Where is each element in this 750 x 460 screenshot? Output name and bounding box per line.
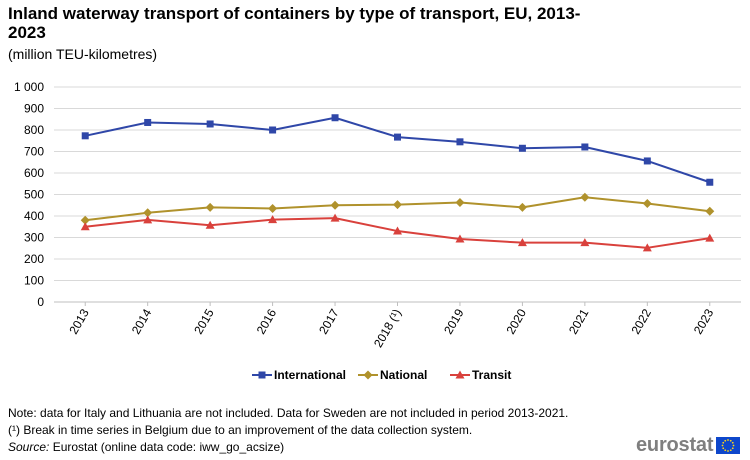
x-tick-label: 2014 (129, 306, 155, 336)
flag-star (721, 444, 724, 447)
data-point-transit (580, 238, 590, 247)
y-tick-label: 100 (24, 274, 44, 288)
flag-star (730, 439, 732, 442)
flag-star (722, 441, 725, 444)
x-tick-label: 2018 (¹) (371, 307, 404, 350)
y-tick-label: 700 (24, 145, 44, 159)
y-tick-label: 500 (24, 188, 44, 202)
x-tick-label: 2021 (566, 306, 592, 336)
data-point-national (642, 199, 652, 209)
legend-marker-national (363, 370, 373, 380)
y-axis-ticks: 0 100 200 300 400 500 600 700 800 900 1 000 (14, 80, 44, 309)
y-tick-label: 0 (37, 295, 44, 309)
data-point-international (144, 118, 152, 126)
y-tick-label: 300 (24, 231, 44, 245)
data-point-transit (705, 233, 715, 242)
x-tick-label: 2020 (504, 306, 530, 336)
legend-label-national: National (380, 368, 427, 382)
source-line: Source: Eurostat (online data code: iww_… (8, 439, 568, 456)
data-point-international (269, 126, 277, 134)
flag-star (724, 449, 727, 452)
x-tick-label: 2019 (441, 306, 467, 336)
y-tick-label: 800 (24, 123, 44, 137)
data-point-international (581, 143, 589, 151)
x-tick-label: 2022 (628, 306, 654, 336)
x-tick-label: 2016 (254, 306, 280, 336)
y-tick-label: 400 (24, 209, 44, 223)
flag-star (727, 450, 730, 452)
chart-title: Inland waterway transport of containers … (8, 4, 581, 42)
data-point-transit (205, 220, 215, 229)
data-point-transit (268, 215, 278, 224)
logo-text: eurostat (636, 434, 714, 456)
notes: Note: data for Italy and Lithuania are n… (8, 405, 568, 456)
chart-subtitle: (million TEU-kilometres) (8, 46, 158, 62)
flag-star (724, 439, 727, 442)
legend-label-transit: Transit (472, 368, 511, 382)
data-point-transit (455, 234, 465, 243)
data-point-international (81, 132, 89, 140)
legend: International National Transit (252, 368, 511, 382)
flag-star (732, 447, 734, 450)
data-point-transit (517, 238, 527, 247)
data-point-international (643, 157, 651, 165)
data-point-international (394, 133, 401, 141)
data-point-national (268, 203, 278, 213)
data-point-national (393, 200, 402, 210)
y-tick-label: 900 (24, 102, 44, 116)
source-label: Source: (8, 440, 50, 454)
y-tick-label: 1 000 (14, 80, 44, 94)
data-point-national (205, 202, 215, 212)
data-point-international (518, 144, 526, 152)
gridlines (54, 86, 741, 303)
x-tick-label: 2015 (191, 306, 217, 336)
note-line-1: Note: data for Italy and Lithuania are n… (8, 406, 569, 420)
legend-marker-international (258, 371, 266, 379)
data-point-national (705, 206, 715, 216)
flag-star (722, 447, 725, 450)
data-point-national (455, 197, 465, 207)
eu-flag-icon (716, 437, 741, 454)
x-tick-label: 2017 (316, 306, 342, 336)
y-tick-label: 200 (24, 252, 44, 266)
x-tick-label: 2023 (691, 306, 717, 336)
series-group (80, 114, 715, 252)
data-point-transit (80, 222, 90, 231)
legend-marker-transit (455, 370, 465, 379)
data-point-transit (642, 243, 652, 252)
data-point-international (706, 178, 714, 186)
source-text: Eurostat (online data code: iww_go_acsiz… (49, 440, 285, 454)
flag-star (732, 441, 734, 444)
legend-label-international: International (274, 368, 346, 382)
note-line-2: (¹) Break in time series in Belgium due … (8, 423, 473, 437)
data-point-transit (330, 213, 340, 222)
y-tick-label: 600 (24, 166, 44, 180)
flag-star (730, 449, 732, 452)
data-point-international (206, 120, 214, 128)
data-point-national (580, 192, 590, 202)
data-point-international (456, 138, 464, 146)
data-point-national (143, 208, 153, 218)
data-point-transit (393, 226, 402, 235)
flag-star (727, 439, 730, 441)
data-point-national (330, 200, 340, 210)
eurostat-logo: eurostat (636, 434, 741, 457)
data-point-international (331, 114, 339, 122)
data-point-national (80, 215, 90, 225)
x-axis-ticks: 2013 2014 2015 2016 2017 2018 (¹) 2019 2020 2021… (66, 302, 717, 350)
flag-star (732, 444, 735, 447)
data-point-transit (143, 215, 153, 224)
x-tick-label: 2013 (66, 306, 92, 336)
data-point-national (517, 202, 527, 212)
